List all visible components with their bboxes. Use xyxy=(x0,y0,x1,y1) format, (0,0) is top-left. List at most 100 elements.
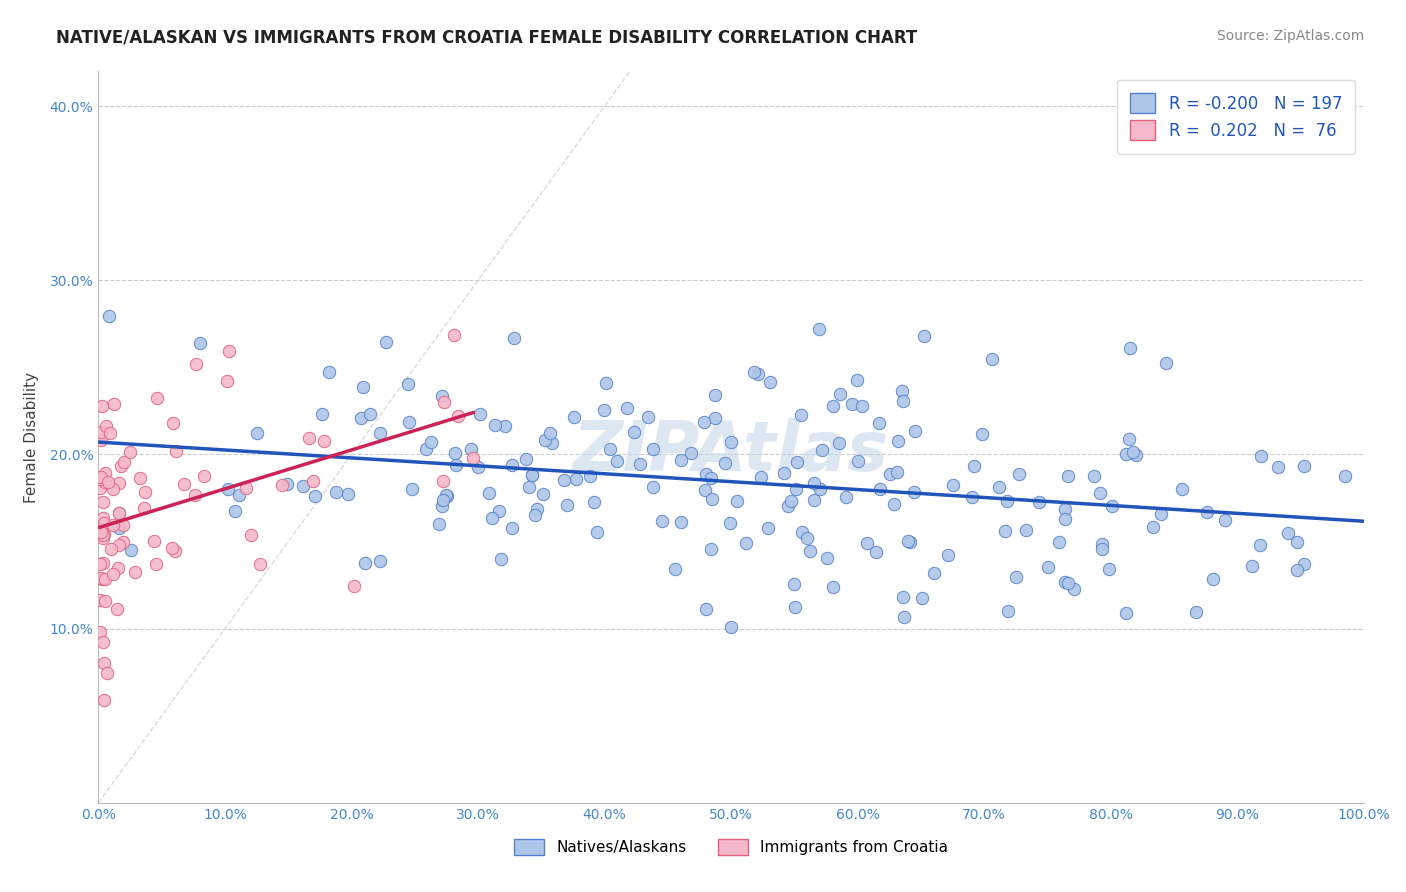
Point xyxy=(599,442,621,456)
Point xyxy=(1277,526,1299,541)
Point xyxy=(94,572,117,586)
Point xyxy=(803,492,825,507)
Point xyxy=(447,409,470,423)
Point xyxy=(720,620,742,634)
Point xyxy=(93,656,115,670)
Point xyxy=(593,402,616,417)
Point xyxy=(786,455,808,469)
Point xyxy=(720,435,742,450)
Point xyxy=(93,693,115,707)
Point xyxy=(699,541,721,556)
Point xyxy=(1122,445,1144,459)
Point xyxy=(903,485,925,500)
Point xyxy=(1185,606,1208,620)
Point xyxy=(890,384,912,399)
Point xyxy=(145,391,167,405)
Point xyxy=(481,511,503,525)
Point xyxy=(337,487,360,501)
Point xyxy=(828,436,851,450)
Point xyxy=(110,459,132,474)
Point xyxy=(725,494,748,508)
Point xyxy=(91,572,114,586)
Point xyxy=(749,470,772,484)
Point xyxy=(803,475,825,490)
Point xyxy=(799,544,821,558)
Point xyxy=(1119,341,1142,355)
Point xyxy=(1334,468,1357,483)
Point xyxy=(444,458,467,472)
Point xyxy=(994,524,1017,538)
Point xyxy=(1202,572,1225,586)
Point xyxy=(695,467,717,482)
Point xyxy=(963,459,986,474)
Point xyxy=(90,433,112,447)
Point xyxy=(936,549,959,563)
Point xyxy=(616,401,638,415)
Point xyxy=(93,475,115,489)
Point xyxy=(276,477,298,491)
Point xyxy=(623,425,645,439)
Point xyxy=(637,410,659,425)
Point xyxy=(524,508,547,522)
Y-axis label: Female Disability: Female Disability xyxy=(24,371,38,503)
Text: NATIVE/ALASKAN VS IMMIGRANTS FROM CROATIA FEMALE DISABILITY CORRELATION CHART: NATIVE/ALASKAN VS IMMIGRANTS FROM CROATI… xyxy=(56,29,918,46)
Point xyxy=(735,536,758,550)
Point xyxy=(942,477,965,491)
Point xyxy=(1286,535,1309,549)
Point xyxy=(1294,558,1316,572)
Text: Source: ZipAtlas.com: Source: ZipAtlas.com xyxy=(1216,29,1364,43)
Point xyxy=(215,374,238,388)
Point xyxy=(173,477,195,491)
Point xyxy=(669,453,692,467)
Point xyxy=(443,328,465,343)
Point xyxy=(489,551,512,566)
Point xyxy=(108,506,131,520)
Point xyxy=(841,396,863,410)
Point xyxy=(1056,469,1078,483)
Point xyxy=(1091,542,1114,557)
Point xyxy=(467,460,489,475)
Point xyxy=(193,469,215,483)
Point xyxy=(311,407,333,421)
Point xyxy=(103,483,125,497)
Point xyxy=(436,488,458,502)
Point xyxy=(271,477,294,491)
Point xyxy=(90,525,112,540)
Point xyxy=(120,542,142,557)
Point xyxy=(1090,486,1112,500)
Point xyxy=(1054,512,1077,526)
Point xyxy=(217,483,239,497)
Point xyxy=(1125,448,1147,462)
Point xyxy=(432,493,454,508)
Text: ZIPAtlas: ZIPAtlas xyxy=(574,418,889,485)
Point xyxy=(988,480,1011,494)
Point xyxy=(118,445,141,459)
Point xyxy=(534,433,557,447)
Point xyxy=(520,468,543,483)
Point xyxy=(1098,561,1121,575)
Point xyxy=(415,442,437,456)
Point xyxy=(301,475,323,489)
Point xyxy=(105,602,128,616)
Point xyxy=(396,376,419,391)
Point xyxy=(112,455,135,469)
Point xyxy=(922,566,945,580)
Point xyxy=(108,506,131,520)
Point xyxy=(430,389,453,403)
Point xyxy=(531,487,554,501)
Point xyxy=(94,594,117,608)
Point xyxy=(1005,570,1028,584)
Point xyxy=(249,558,271,572)
Point xyxy=(343,579,366,593)
Point xyxy=(91,556,114,570)
Point xyxy=(821,580,844,594)
Point xyxy=(89,481,111,495)
Point xyxy=(98,425,121,440)
Point xyxy=(165,544,187,558)
Point xyxy=(1249,538,1271,552)
Point xyxy=(90,425,112,439)
Point xyxy=(1195,505,1218,519)
Point xyxy=(433,395,456,409)
Point xyxy=(108,476,131,491)
Point xyxy=(911,591,934,606)
